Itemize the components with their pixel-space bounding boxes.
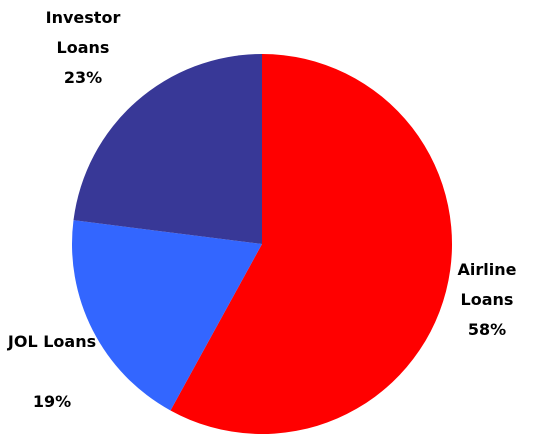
value-label: 23% bbox=[63, 68, 103, 87]
slice-label: Airline Loans bbox=[457, 260, 517, 309]
pie-slice bbox=[170, 54, 452, 434]
pie-slice bbox=[73, 54, 263, 244]
slice-label: Investor Loans bbox=[45, 8, 121, 57]
slice-label: JOL Loans bbox=[7, 332, 97, 351]
value-label: 58% bbox=[467, 320, 507, 339]
pie-slice bbox=[72, 220, 262, 411]
value-label: 19% bbox=[32, 392, 72, 411]
